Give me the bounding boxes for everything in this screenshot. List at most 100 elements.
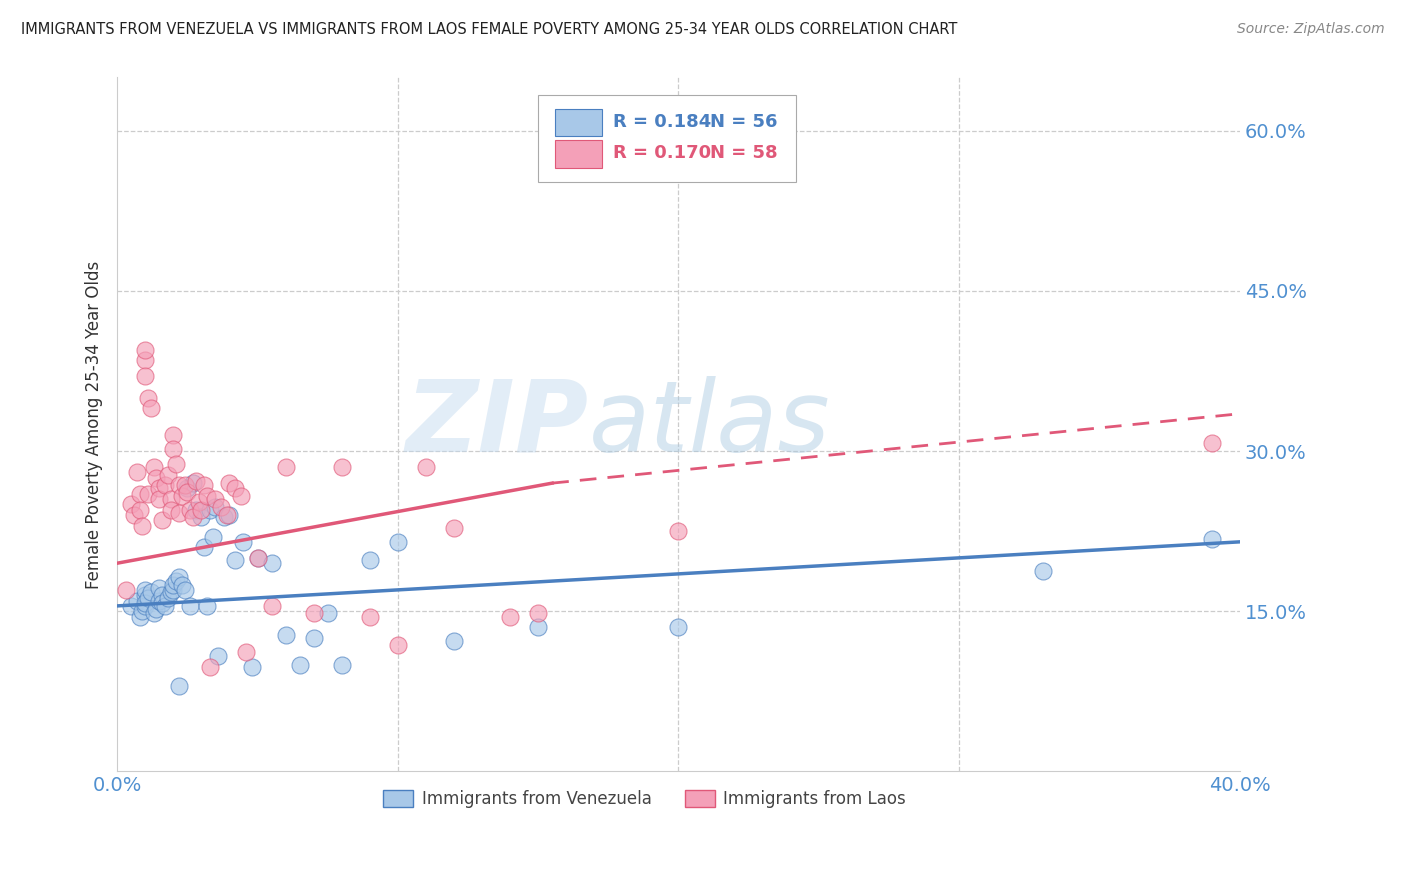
Point xyxy=(128,487,150,501)
Point xyxy=(120,498,142,512)
Text: ZIP: ZIP xyxy=(406,376,589,473)
Point xyxy=(145,602,167,616)
Point xyxy=(170,577,193,591)
Point xyxy=(209,500,232,514)
Point xyxy=(139,401,162,416)
Point xyxy=(246,550,269,565)
Point xyxy=(207,649,229,664)
Point xyxy=(668,524,690,538)
Point xyxy=(142,607,165,621)
Point xyxy=(184,474,207,488)
Point xyxy=(274,460,297,475)
Point xyxy=(190,510,212,524)
Point xyxy=(148,492,170,507)
Point xyxy=(176,482,198,496)
Point xyxy=(195,489,218,503)
Point xyxy=(125,593,148,607)
Point xyxy=(159,585,181,599)
Text: Source: ZipAtlas.com: Source: ZipAtlas.com xyxy=(1237,22,1385,37)
Point xyxy=(193,478,215,492)
Point xyxy=(136,487,159,501)
Point xyxy=(114,582,136,597)
Point xyxy=(212,510,235,524)
Point xyxy=(668,620,690,634)
Point xyxy=(139,585,162,599)
Point xyxy=(193,540,215,554)
Point xyxy=(302,631,325,645)
Point xyxy=(162,442,184,456)
Point xyxy=(215,508,238,523)
Point xyxy=(246,550,269,565)
Point xyxy=(179,503,201,517)
Text: N = 56: N = 56 xyxy=(710,113,778,131)
Y-axis label: Female Poverty Among 25-34 Year Olds: Female Poverty Among 25-34 Year Olds xyxy=(86,260,103,589)
Point xyxy=(527,620,550,634)
Point xyxy=(527,607,550,621)
FancyBboxPatch shape xyxy=(555,109,602,136)
Point xyxy=(204,500,226,514)
Point xyxy=(235,645,257,659)
Point xyxy=(173,582,195,597)
Point xyxy=(443,634,465,648)
Text: IMMIGRANTS FROM VENEZUELA VS IMMIGRANTS FROM LAOS FEMALE POVERTY AMONG 25-34 YEA: IMMIGRANTS FROM VENEZUELA VS IMMIGRANTS … xyxy=(21,22,957,37)
Point xyxy=(125,466,148,480)
Point xyxy=(187,495,209,509)
Point xyxy=(195,599,218,613)
Point xyxy=(443,521,465,535)
Text: atlas: atlas xyxy=(589,376,831,473)
Point xyxy=(150,514,173,528)
Point xyxy=(387,639,409,653)
Point xyxy=(198,659,221,673)
Point xyxy=(156,467,179,482)
Point xyxy=(387,534,409,549)
Point xyxy=(176,484,198,499)
Point xyxy=(224,482,246,496)
Point xyxy=(316,607,339,621)
Point xyxy=(134,599,156,613)
Point xyxy=(134,369,156,384)
Point xyxy=(167,570,190,584)
Point xyxy=(218,476,240,491)
Point xyxy=(224,553,246,567)
Point xyxy=(302,607,325,621)
Point xyxy=(134,588,156,602)
Point xyxy=(162,428,184,442)
Point xyxy=(240,659,263,673)
Point xyxy=(201,529,224,543)
Point xyxy=(184,503,207,517)
Point xyxy=(1201,435,1223,450)
Point xyxy=(150,588,173,602)
Point xyxy=(148,482,170,496)
Point xyxy=(359,553,381,567)
Point xyxy=(165,457,187,471)
Point xyxy=(153,478,176,492)
Point xyxy=(167,679,190,693)
Point xyxy=(165,574,187,589)
Point xyxy=(204,492,226,507)
Point xyxy=(128,609,150,624)
Point xyxy=(162,582,184,597)
Point xyxy=(136,391,159,405)
Text: R = 0.170: R = 0.170 xyxy=(613,145,711,162)
Text: R = 0.184: R = 0.184 xyxy=(613,113,711,131)
Point xyxy=(181,476,204,491)
Point xyxy=(229,489,252,503)
Point xyxy=(131,518,153,533)
Point xyxy=(150,596,173,610)
Point xyxy=(162,577,184,591)
Point xyxy=(134,353,156,368)
Point xyxy=(330,657,353,672)
Point xyxy=(274,628,297,642)
Point xyxy=(134,596,156,610)
Point xyxy=(218,508,240,523)
Point xyxy=(122,508,145,523)
Point xyxy=(167,478,190,492)
Point xyxy=(415,460,437,475)
Point xyxy=(190,503,212,517)
Point xyxy=(179,599,201,613)
Point xyxy=(148,581,170,595)
Point xyxy=(232,534,254,549)
Point xyxy=(131,604,153,618)
Point xyxy=(167,506,190,520)
Point xyxy=(173,478,195,492)
